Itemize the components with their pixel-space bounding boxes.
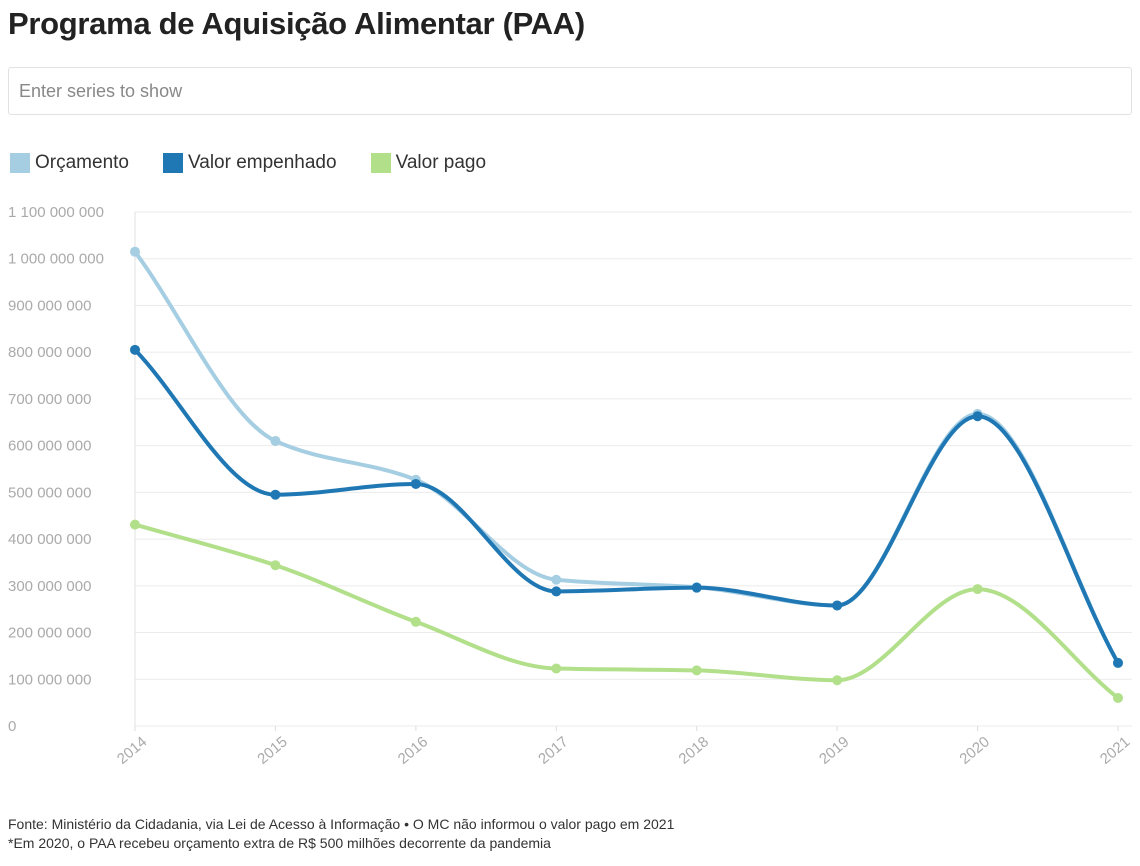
y-tick-label: 800 000 000: [8, 344, 91, 361]
x-tick-label: 2019: [816, 733, 852, 767]
series-line-valor-empenhado: [133, 347, 1120, 665]
data-point-valor-pago: [270, 560, 281, 571]
y-tick-label: 1 100 000 000: [8, 204, 104, 221]
y-tick-label: 400 000 000: [8, 531, 91, 548]
chart-title: Programa de Aquisição Alimentar (PAA): [8, 6, 585, 41]
y-tick-label: 900 000 000: [8, 297, 91, 314]
data-point-valor-empenhado: [972, 411, 983, 422]
series-search-input[interactable]: [8, 67, 1132, 115]
legend-item-valor-pago[interactable]: Valor pago: [370, 152, 487, 174]
y-tick-label: 500 000 000: [8, 484, 91, 501]
y-tick-label: 700 000 000: [8, 391, 91, 408]
data-point-valor-pago: [832, 675, 843, 686]
data-point-valor-empenhado: [691, 582, 702, 593]
y-tick-label: 300 000 000: [8, 578, 91, 595]
data-point-valor-empenhado: [1113, 657, 1123, 668]
legend-swatch-orcamento: [10, 153, 30, 173]
x-tick-label: 2021: [1097, 733, 1133, 767]
footer: Fonte: Ministério da Cidadania, via Lei …: [8, 815, 674, 853]
legend-item-orcamento[interactable]: Orçamento: [10, 152, 129, 174]
legend-swatch-valor-pago: [370, 153, 391, 173]
y-tick-label: 100 000 000: [8, 671, 91, 688]
data-point-or-amento: [130, 246, 140, 257]
y-tick-label: 600 000 000: [8, 438, 91, 455]
legend-label-orcamento: Orçamento: [35, 152, 129, 173]
x-tick-label: 2016: [395, 733, 431, 767]
data-point-valor-empenhado: [410, 478, 421, 489]
y-tick-label: 1 000 000 000: [8, 251, 104, 268]
data-point-valor-empenhado: [551, 586, 562, 597]
pandemic-note: *Em 2020, o PAA recebeu orçamento extra …: [8, 835, 551, 851]
x-tick-label: 2014: [114, 733, 150, 767]
data-point-valor-pago: [410, 616, 421, 627]
data-point-valor-empenhado: [130, 344, 140, 355]
legend-label-valor-empenhado: Valor empenhado: [187, 152, 337, 173]
series-line-or-amento: [133, 249, 1120, 665]
legend-item-valor-empenhado[interactable]: Valor empenhado: [162, 152, 337, 174]
legend-label-valor-pago: Valor pago: [395, 152, 487, 173]
data-point-valor-pago: [1113, 692, 1123, 703]
data-point-valor-pago: [551, 663, 562, 674]
y-tick-label: 200 000 000: [8, 625, 91, 642]
data-point-or-amento: [551, 574, 562, 585]
x-tick-label: 2017: [535, 733, 571, 767]
x-tick-label: 2018: [676, 733, 712, 767]
data-point-valor-empenhado: [832, 600, 843, 611]
series-line-valor-pago: [133, 522, 1120, 700]
legend: Orçamento Valor empenhado Valor pago: [10, 152, 520, 174]
data-point-valor-pago: [972, 584, 983, 595]
data-point-valor-empenhado: [270, 489, 281, 500]
line-chart: 0 100 000 000 200 000 000 300 000 000 400 00…: [8, 204, 1133, 768]
x-tick-label: 2020: [956, 733, 992, 767]
data-point-or-amento: [270, 435, 281, 446]
legend-swatch-valor-empenhado: [162, 153, 183, 173]
data-point-valor-pago: [130, 519, 140, 530]
source-note: Fonte: Ministério da Cidadania, via Lei …: [8, 816, 675, 832]
x-tick-label: 2015: [254, 733, 290, 767]
y-tick-label: 0: [8, 718, 16, 735]
data-point-valor-pago: [691, 665, 702, 676]
